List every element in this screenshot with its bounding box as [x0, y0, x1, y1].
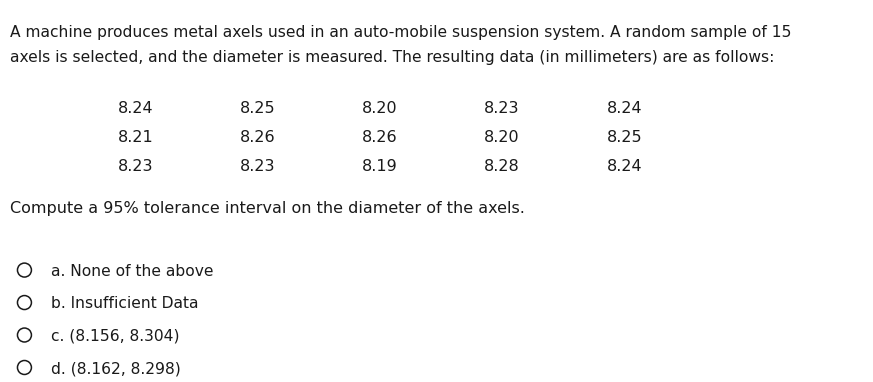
- Text: 8.23: 8.23: [485, 101, 519, 116]
- Text: 8.23: 8.23: [240, 159, 275, 173]
- Text: Compute a 95% tolerance interval on the diameter of the axels.: Compute a 95% tolerance interval on the …: [10, 201, 526, 215]
- Text: 8.26: 8.26: [240, 130, 275, 145]
- Text: 8.21: 8.21: [118, 130, 153, 145]
- Text: 8.25: 8.25: [607, 130, 642, 145]
- Text: d. (8.162, 8.298): d. (8.162, 8.298): [51, 361, 181, 376]
- Text: 8.20: 8.20: [485, 130, 519, 145]
- Text: b. Insufficient Data: b. Insufficient Data: [51, 296, 198, 311]
- Text: 8.25: 8.25: [240, 101, 275, 116]
- Text: 8.28: 8.28: [485, 159, 519, 173]
- Text: 8.20: 8.20: [362, 101, 397, 116]
- Text: A machine produces metal axels used in an auto-mobile suspension system. A rando: A machine produces metal axels used in a…: [10, 25, 792, 40]
- Text: 8.24: 8.24: [607, 101, 642, 116]
- Text: 8.24: 8.24: [607, 159, 642, 173]
- Text: 8.23: 8.23: [118, 159, 153, 173]
- Text: a. None of the above: a. None of the above: [51, 264, 213, 279]
- Text: axels is selected, and the diameter is measured. The resulting data (in millimet: axels is selected, and the diameter is m…: [10, 50, 775, 65]
- Text: 8.19: 8.19: [362, 159, 397, 173]
- Text: 8.24: 8.24: [118, 101, 153, 116]
- Text: 8.26: 8.26: [362, 130, 397, 145]
- Text: c. (8.156, 8.304): c. (8.156, 8.304): [51, 329, 179, 344]
